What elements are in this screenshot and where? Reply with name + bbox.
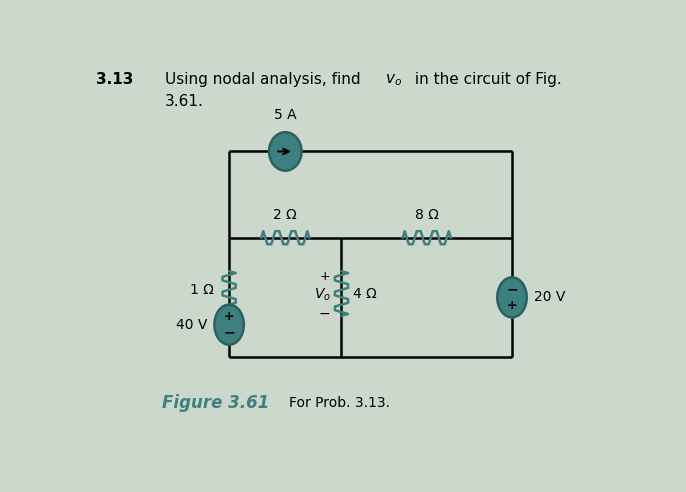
Text: −: − — [318, 307, 330, 320]
Text: 3.61.: 3.61. — [165, 93, 204, 109]
Text: Figure 3.61: Figure 3.61 — [162, 394, 269, 412]
Text: −: − — [506, 283, 518, 297]
Text: 5 A: 5 A — [274, 108, 296, 122]
Text: 2 Ω: 2 Ω — [274, 208, 297, 222]
Text: +: + — [224, 310, 235, 324]
Text: 40 V: 40 V — [176, 318, 207, 332]
Ellipse shape — [497, 277, 527, 317]
Text: $v_o$: $v_o$ — [385, 72, 402, 88]
Text: $V_o$: $V_o$ — [314, 287, 331, 303]
Ellipse shape — [269, 132, 302, 171]
Text: For Prob. 3.13.: For Prob. 3.13. — [289, 396, 390, 410]
Text: +: + — [507, 299, 517, 311]
Text: −: − — [224, 325, 235, 339]
Text: 3.13: 3.13 — [96, 72, 133, 87]
Ellipse shape — [215, 305, 244, 345]
Text: 20 V: 20 V — [534, 290, 565, 305]
Text: 8 Ω: 8 Ω — [415, 208, 438, 222]
Text: Using nodal analysis, find: Using nodal analysis, find — [165, 72, 366, 87]
Text: +: + — [319, 270, 330, 283]
Text: 1 Ω: 1 Ω — [190, 283, 213, 297]
Text: 4 Ω: 4 Ω — [353, 286, 377, 301]
Text: in the circuit of Fig.: in the circuit of Fig. — [410, 72, 561, 87]
